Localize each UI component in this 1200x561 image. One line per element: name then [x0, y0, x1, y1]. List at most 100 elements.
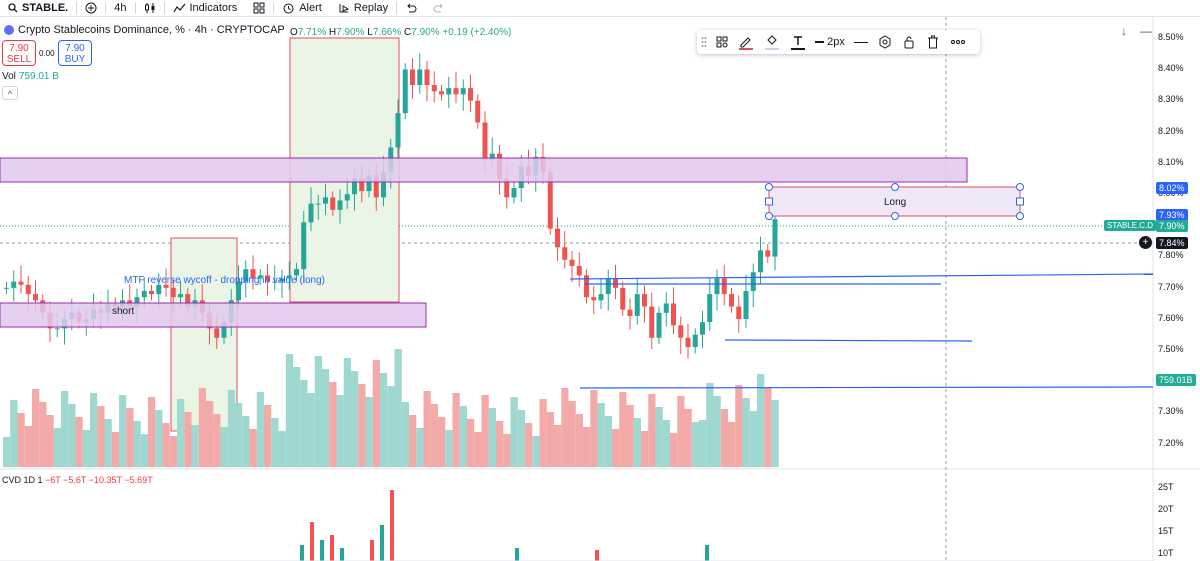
volume-bar: [459, 406, 467, 467]
volume-bar: [322, 369, 330, 467]
volume-bar: [648, 394, 656, 467]
candle-body: [721, 278, 727, 295]
price-axis-label: 8.10%: [1158, 156, 1184, 167]
volume-bar: [46, 415, 54, 467]
alert-button[interactable]: Alert: [274, 2, 330, 14]
text-color-button[interactable]: [785, 30, 811, 54]
long-bottom-tag: 7.93%: [1156, 209, 1188, 221]
long-zone-handles[interactable]: [765, 183, 1024, 220]
indicators-button[interactable]: Indicators: [165, 2, 246, 14]
settings-button[interactable]: [873, 30, 897, 54]
volume-value: 759.01 B: [18, 71, 59, 82]
volume-bar: [329, 382, 337, 467]
delete-button[interactable]: [921, 30, 945, 54]
support-zone[interactable]: [0, 302, 427, 328]
volume-bars: [3, 349, 779, 467]
candle-body: [439, 91, 444, 95]
volume-bar: [104, 419, 112, 467]
volume-bar: [517, 410, 525, 467]
line-width-button[interactable]: 2px: [811, 30, 849, 54]
candle-body: [736, 306, 742, 320]
templates-button[interactable]: [245, 2, 273, 14]
pane-down-arrow-icon[interactable]: ↓: [1121, 24, 1127, 38]
high-value: 7.90%: [336, 27, 365, 38]
candle-body: [214, 328, 220, 338]
candle-body: [410, 69, 415, 86]
candle-body: [417, 69, 423, 86]
candle-body: [598, 294, 604, 301]
pane-collapse-icon[interactable]: —: [1140, 24, 1152, 38]
volume-label: Vol: [2, 71, 16, 82]
more-button[interactable]: [945, 30, 971, 54]
volume-bar: [720, 409, 728, 467]
divider: [273, 2, 275, 14]
symbol-label: STABLE.: [22, 2, 69, 14]
replay-button[interactable]: Replay: [330, 2, 396, 14]
redo-button[interactable]: [425, 3, 453, 13]
volume-bar: [430, 404, 438, 467]
candle-body: [569, 259, 575, 266]
volume-bar: [184, 412, 192, 467]
symbol-logo-icon: [4, 25, 14, 35]
change-value: +0.19 (+2.40%): [442, 27, 512, 38]
interval-button[interactable]: 4h: [106, 2, 134, 14]
candle-body: [772, 219, 778, 257]
candle-body: [323, 197, 328, 204]
collapse-legend-button[interactable]: ^: [2, 86, 18, 100]
compare-button[interactable]: [77, 2, 105, 14]
sell-button[interactable]: 7.90 SELL: [2, 40, 36, 66]
volume-bar: [662, 420, 670, 467]
interval-label: 4h: [114, 2, 127, 14]
fill-color-button[interactable]: [759, 30, 785, 54]
template-button[interactable]: [711, 30, 733, 54]
candle-body: [344, 194, 350, 201]
candle-body: [678, 325, 684, 338]
volume-bar: [17, 413, 25, 467]
candle-body: [504, 178, 510, 198]
candle-body: [620, 287, 626, 310]
add-alert-button[interactable]: +: [1139, 236, 1152, 249]
volume-bar: [336, 395, 344, 467]
buy-button[interactable]: 7.90 BUY: [58, 40, 92, 66]
long-zone[interactable]: [768, 186, 1021, 217]
line-color-button[interactable]: [733, 30, 759, 54]
volume-bar: [713, 396, 721, 467]
volume-bar: [735, 385, 743, 467]
symbol-search[interactable]: STABLE.: [0, 2, 76, 14]
line-style-button[interactable]: [849, 30, 873, 54]
candle-body: [562, 247, 568, 260]
wyckoff-annotation[interactable]: MTF reverse wycoff - dropping in value (…: [124, 275, 326, 286]
candle-body: [395, 113, 401, 148]
volume-bar: [227, 390, 235, 467]
volume-bar: [590, 390, 598, 467]
chart-type-button[interactable]: [136, 2, 164, 14]
candle-body: [547, 172, 553, 229]
undo-button[interactable]: [397, 3, 425, 13]
pencil-icon: [739, 37, 753, 50]
high-label: H: [328, 27, 337, 38]
volume-bar: [706, 383, 714, 467]
volume-bar: [561, 388, 569, 467]
candle-body: [671, 303, 676, 326]
volume-bar: [575, 414, 583, 467]
volume-bar: [119, 395, 127, 467]
volume-legend: Vol 759.01 B: [2, 71, 59, 82]
long-label[interactable]: Long: [884, 197, 907, 208]
volume-bar: [358, 384, 366, 467]
drag-handle[interactable]: [697, 30, 711, 54]
volume-bar: [90, 393, 98, 467]
volume-bar: [626, 405, 634, 467]
resistance-zone[interactable]: [0, 157, 968, 183]
volume-bar: [177, 399, 185, 467]
buy-label: BUY: [64, 54, 86, 65]
open-label: O: [290, 27, 298, 38]
cvd-candle: [370, 540, 374, 561]
short-label[interactable]: short: [112, 306, 135, 317]
trend-lines[interactable]: [569, 273, 1154, 389]
volume-bar: [235, 403, 243, 467]
volume-bar: [568, 401, 576, 467]
candle-body: [663, 303, 669, 313]
lock-button[interactable]: [897, 30, 921, 54]
volume-bar: [3, 437, 11, 467]
